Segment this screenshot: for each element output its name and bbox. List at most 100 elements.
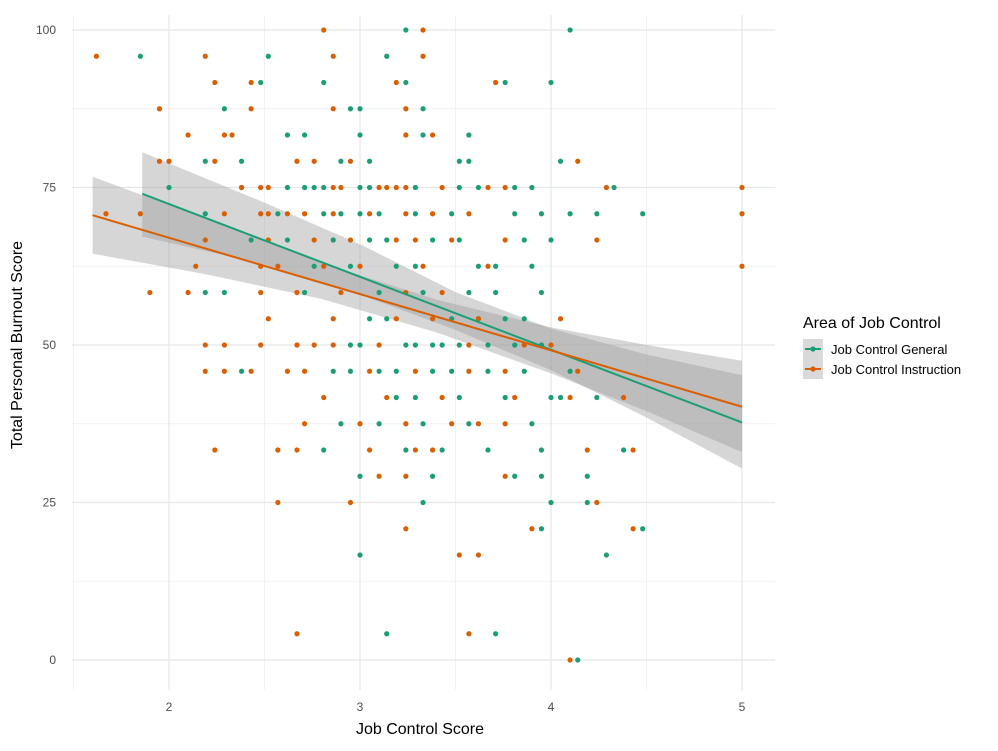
- x-tick-label: 2: [166, 700, 173, 714]
- data-point-general: [512, 211, 518, 217]
- x-tick-label: 5: [739, 700, 746, 714]
- data-point-instruction: [248, 106, 254, 112]
- data-point-general: [485, 368, 491, 374]
- data-point-general: [393, 263, 399, 269]
- data-point-instruction: [193, 263, 199, 269]
- data-point-general: [412, 184, 418, 191]
- data-point-general: [412, 342, 418, 348]
- data-point-general: [485, 447, 491, 453]
- data-point-instruction: [294, 289, 300, 296]
- data-point-general: [548, 79, 554, 86]
- data-point-general: [265, 53, 271, 59]
- data-point-instruction: [302, 368, 308, 374]
- data-point-general: [403, 342, 409, 348]
- data-point-general: [567, 211, 573, 217]
- data-point-general: [529, 421, 535, 427]
- data-point-general: [548, 237, 554, 243]
- data-point-instruction: [202, 342, 208, 348]
- data-point-general: [493, 289, 499, 296]
- data-point-general: [238, 158, 245, 164]
- data-point-general: [384, 53, 390, 59]
- data-point-instruction: [366, 368, 373, 374]
- data-point-general: [420, 499, 426, 506]
- data-point-instruction: [338, 289, 344, 296]
- data-point-general: [347, 342, 354, 348]
- data-point-instruction: [502, 473, 508, 479]
- data-point-general: [529, 184, 535, 191]
- data-point-instruction: [330, 184, 336, 191]
- x-tick-label: 3: [357, 700, 364, 714]
- data-point-instruction: [412, 368, 418, 374]
- x-axis-title: Job Control Score: [356, 721, 484, 738]
- data-point-general: [538, 526, 545, 532]
- data-point-general: [521, 368, 527, 374]
- data-point-instruction: [412, 237, 418, 243]
- data-point-instruction: [739, 184, 745, 191]
- data-point-general: [403, 447, 409, 453]
- data-point-general: [376, 289, 382, 296]
- data-point-general: [357, 184, 363, 191]
- data-point-instruction: [137, 211, 143, 217]
- data-point-instruction: [93, 53, 100, 59]
- data-point-general: [538, 447, 545, 453]
- data-point-general: [439, 342, 445, 348]
- data-point-instruction: [384, 394, 390, 401]
- data-point-instruction: [575, 368, 581, 374]
- data-point-general: [338, 158, 344, 164]
- data-point-general: [202, 211, 208, 217]
- data-point-general: [412, 394, 418, 401]
- data-point-instruction: [275, 263, 281, 269]
- data-point-general: [376, 211, 382, 217]
- data-point-instruction: [594, 237, 600, 243]
- data-point-instruction: [330, 106, 336, 112]
- data-point-instruction: [420, 53, 426, 59]
- data-point-general: [475, 184, 482, 191]
- data-point-general: [202, 289, 208, 296]
- data-point-instruction: [258, 342, 264, 348]
- data-point-general: [238, 368, 245, 374]
- data-point-general: [357, 342, 363, 348]
- data-point-general: [376, 368, 382, 374]
- data-point-instruction: [475, 316, 482, 322]
- data-point-general: [502, 394, 508, 401]
- data-point-instruction: [630, 526, 636, 532]
- data-point-general: [284, 132, 291, 138]
- data-point-general: [575, 657, 581, 663]
- data-point-general: [403, 79, 409, 86]
- data-point-instruction: [221, 342, 227, 348]
- data-point-instruction: [449, 421, 455, 427]
- data-point-general: [384, 316, 390, 322]
- data-point-general: [420, 421, 426, 427]
- data-point-general: [584, 499, 590, 506]
- data-point-general: [594, 394, 600, 401]
- data-point-instruction: [630, 447, 636, 453]
- data-point-general: [611, 184, 617, 191]
- data-point-general: [512, 342, 518, 348]
- data-point-instruction: [412, 447, 418, 453]
- data-point-instruction: [567, 657, 573, 663]
- data-point-general: [620, 447, 627, 453]
- data-point-general: [366, 237, 373, 243]
- data-point-general: [548, 499, 554, 506]
- data-point-instruction: [185, 132, 191, 138]
- data-point-instruction: [420, 27, 426, 33]
- data-point-instruction: [185, 289, 191, 296]
- data-point-general: [439, 447, 445, 453]
- data-point-general: [521, 237, 527, 243]
- data-point-general: [557, 158, 564, 164]
- data-point-instruction: [265, 211, 271, 217]
- data-point-instruction: [403, 473, 409, 479]
- data-point-instruction: [512, 394, 518, 401]
- data-point-general: [466, 289, 472, 296]
- data-point-instruction: [376, 473, 382, 479]
- data-point-general: [403, 27, 409, 33]
- data-point-instruction: [529, 526, 535, 532]
- data-point-instruction: [384, 184, 390, 191]
- data-point-general: [338, 211, 344, 217]
- data-point-instruction: [620, 394, 627, 401]
- data-point-instruction: [376, 342, 382, 348]
- data-point-instruction: [202, 237, 208, 243]
- data-point-general: [321, 447, 327, 453]
- data-point-general: [321, 79, 327, 86]
- data-point-instruction: [548, 342, 554, 348]
